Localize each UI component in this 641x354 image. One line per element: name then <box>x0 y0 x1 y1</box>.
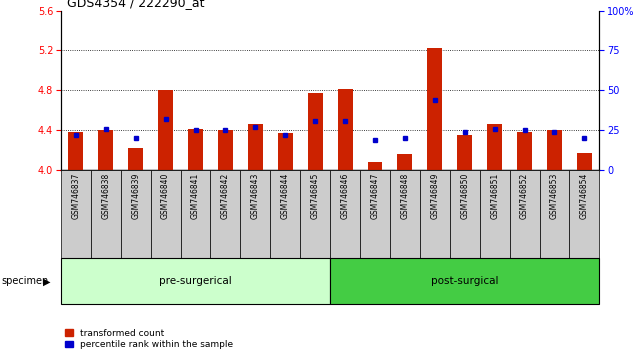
Bar <box>151 170 181 258</box>
Text: GSM746850: GSM746850 <box>460 172 469 219</box>
Text: GSM746840: GSM746840 <box>161 172 170 219</box>
Bar <box>91 170 121 258</box>
Bar <box>248 124 263 170</box>
Bar <box>547 130 562 170</box>
Bar <box>330 170 360 258</box>
Text: GSM746852: GSM746852 <box>520 172 529 219</box>
Bar <box>479 170 510 258</box>
Text: GSM746847: GSM746847 <box>370 172 379 219</box>
Text: GDS4354 / 222290_at: GDS4354 / 222290_at <box>67 0 205 9</box>
Bar <box>517 132 532 170</box>
Bar <box>210 170 240 258</box>
Bar <box>188 129 203 170</box>
Text: GSM746854: GSM746854 <box>580 172 589 219</box>
Bar <box>98 130 113 170</box>
Bar <box>457 135 472 170</box>
Text: GSM746838: GSM746838 <box>101 172 110 219</box>
Bar <box>61 170 91 258</box>
Bar <box>510 170 540 258</box>
Bar <box>390 170 420 258</box>
Text: GSM746839: GSM746839 <box>131 172 140 219</box>
Text: GSM746853: GSM746853 <box>550 172 559 219</box>
Text: GSM746848: GSM746848 <box>401 172 410 219</box>
Bar <box>338 89 353 170</box>
Text: GSM746851: GSM746851 <box>490 172 499 219</box>
Bar <box>360 170 390 258</box>
Bar <box>69 132 83 170</box>
Bar <box>158 90 173 170</box>
Text: GSM746845: GSM746845 <box>311 172 320 219</box>
Bar <box>181 170 210 258</box>
Bar <box>330 258 599 304</box>
Text: GSM746842: GSM746842 <box>221 172 230 219</box>
Bar <box>428 48 442 170</box>
Text: ▶: ▶ <box>43 276 51 286</box>
Text: GSM746849: GSM746849 <box>430 172 439 219</box>
Bar <box>271 170 300 258</box>
Text: GSM746837: GSM746837 <box>71 172 80 219</box>
Bar <box>308 93 322 170</box>
Bar <box>240 170 271 258</box>
Bar <box>278 133 293 170</box>
Text: GSM746843: GSM746843 <box>251 172 260 219</box>
Bar <box>300 170 330 258</box>
Text: pre-surgerical: pre-surgerical <box>159 276 232 286</box>
Bar <box>569 170 599 258</box>
Bar <box>540 170 569 258</box>
Legend: transformed count, percentile rank within the sample: transformed count, percentile rank withi… <box>65 329 233 349</box>
Text: post-surgical: post-surgical <box>431 276 499 286</box>
Text: specimen: specimen <box>1 276 49 286</box>
Bar <box>218 130 233 170</box>
Text: GSM746844: GSM746844 <box>281 172 290 219</box>
Bar <box>450 170 479 258</box>
Bar <box>577 153 592 170</box>
Bar <box>61 258 330 304</box>
Bar <box>397 154 412 170</box>
Bar <box>367 162 383 170</box>
Bar <box>420 170 450 258</box>
Bar <box>121 170 151 258</box>
Bar <box>128 148 143 170</box>
Text: GSM746841: GSM746841 <box>191 172 200 219</box>
Bar <box>487 124 502 170</box>
Text: GSM746846: GSM746846 <box>340 172 349 219</box>
